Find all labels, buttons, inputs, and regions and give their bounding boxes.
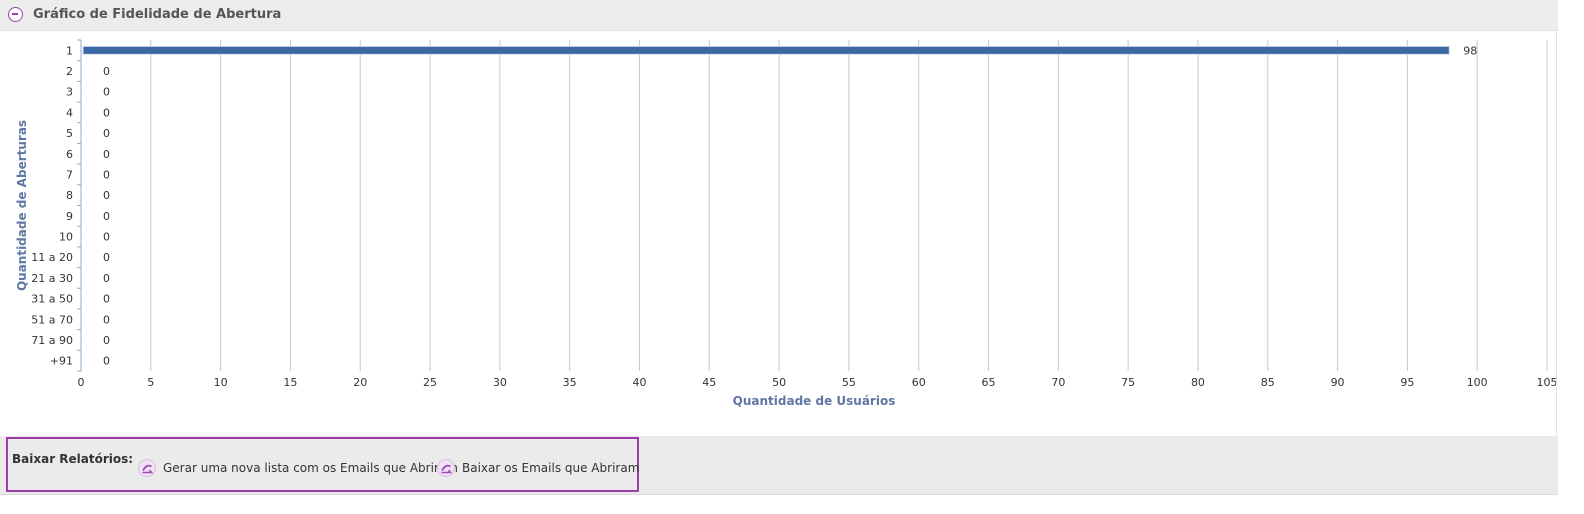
x-tick-label: 45	[702, 376, 716, 389]
data-label: 0	[103, 86, 110, 99]
x-tick-label: 30	[493, 376, 507, 389]
panel-title: Gráfico de Fidelidade de Abertura	[33, 7, 282, 22]
y-tick-label: 3	[66, 86, 73, 99]
data-label: 0	[103, 231, 110, 244]
x-tick-label: 0	[78, 376, 85, 389]
x-axis-title: Quantidade de Usuários	[733, 394, 896, 408]
download-emails-label: Baixar os Emails que Abriram	[462, 461, 640, 475]
x-tick-label: 15	[283, 376, 297, 389]
data-label: 98	[1463, 44, 1477, 57]
x-tick-label: 85	[1261, 376, 1275, 389]
y-tick-label: 6	[66, 148, 73, 161]
data-label: 0	[103, 334, 110, 347]
x-tick-label: 55	[842, 376, 856, 389]
y-tick-label: 1	[66, 44, 73, 57]
data-label: 0	[103, 272, 110, 285]
x-tick-label: 10	[214, 376, 228, 389]
x-tick-label: 100	[1467, 376, 1488, 389]
y-tick-label: 4	[66, 106, 73, 119]
x-tick-label: 105	[1537, 376, 1557, 389]
x-tick-label: 40	[632, 376, 646, 389]
download-emails-link[interactable]: Baixar os Emails que Abriram	[437, 459, 639, 477]
y-tick-label: 7	[66, 168, 73, 181]
y-tick-label: 21 a 30	[31, 272, 73, 285]
opening-fidelity-chart: 1 982 03 04 05 06 07 08 09 010 011 a 20 021 a 30 031…	[15, 39, 1557, 408]
x-tick-label: 20	[353, 376, 367, 389]
panel-border	[1556, 30, 1557, 435]
data-label: 0	[103, 210, 110, 223]
reports-footer	[0, 436, 1558, 495]
y-tick-label: 11 a 20	[31, 251, 73, 264]
data-label: 0	[103, 168, 110, 181]
generate-list-label: Gerar uma nova lista com os Emails que A…	[163, 461, 458, 475]
y-tick-label: 8	[66, 189, 73, 202]
data-label: 0	[103, 293, 110, 306]
data-label: 0	[103, 189, 110, 202]
data-label: 0	[103, 106, 110, 119]
y-tick-label: 10	[59, 231, 73, 244]
data-label: 0	[103, 127, 110, 140]
data-label: 0	[103, 355, 110, 368]
x-tick-label: 75	[1121, 376, 1135, 389]
x-tick-label: 60	[912, 376, 926, 389]
x-tick-label: 70	[1051, 376, 1065, 389]
download-icon	[138, 459, 156, 477]
y-tick-label: 71 a 90	[31, 334, 73, 347]
x-tick-label: 50	[772, 376, 786, 389]
data-label: 0	[103, 313, 110, 326]
download-icon	[437, 459, 455, 477]
x-tick-label: 25	[423, 376, 437, 389]
reports-box: Baixar Relatórios: Gerar uma nova lista …	[6, 437, 639, 492]
x-tick-label: 5	[147, 376, 154, 389]
x-tick-label: 95	[1400, 376, 1414, 389]
y-tick-label: +91	[50, 355, 73, 368]
y-axis-title: Quantidade de Aberturas	[15, 120, 29, 291]
collapse-icon[interactable]	[8, 7, 23, 22]
data-label: 0	[103, 148, 110, 161]
data-label: 0	[103, 65, 110, 78]
x-tick-label: 90	[1331, 376, 1345, 389]
generate-list-link[interactable]: Gerar uma nova lista com os Emails que A…	[138, 459, 458, 477]
panel-header: Gráfico de Fidelidade de Abertura	[0, 0, 1558, 31]
y-tick-label: 2	[66, 65, 73, 78]
reports-label: Baixar Relatórios:	[12, 452, 134, 466]
y-tick-label: 51 a 70	[31, 313, 73, 326]
x-tick-label: 35	[563, 376, 577, 389]
y-tick-label: 5	[66, 127, 73, 140]
x-tick-label: 65	[982, 376, 996, 389]
bar	[82, 45, 1450, 55]
y-tick-label: 31 a 50	[31, 293, 73, 306]
y-tick-label: 9	[66, 210, 73, 223]
x-tick-label: 80	[1191, 376, 1205, 389]
data-label: 0	[103, 251, 110, 264]
